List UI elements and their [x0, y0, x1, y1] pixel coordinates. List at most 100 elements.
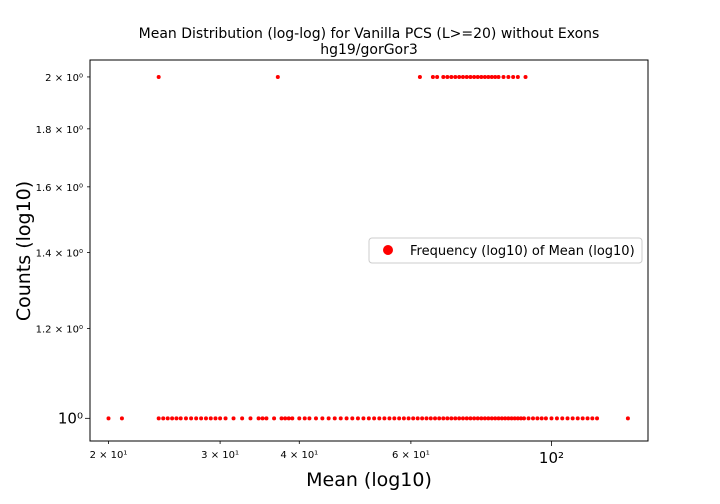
plot-frame [89, 59, 649, 442]
data-point [256, 416, 261, 421]
data-point [279, 416, 284, 421]
data-point [457, 416, 462, 421]
y-tick-label: 2 × 10⁰ [45, 73, 83, 84]
data-point [430, 74, 435, 79]
data-point [199, 416, 204, 421]
data-point [218, 416, 223, 421]
data-point [240, 416, 245, 421]
data-point [486, 416, 491, 421]
data-point [161, 416, 166, 421]
data-point [332, 416, 337, 421]
data-point [435, 74, 440, 79]
data-point [575, 416, 580, 421]
data-point [523, 74, 528, 79]
data-point [565, 416, 570, 421]
y-tick-label: 1.4 × 10⁰ [36, 249, 83, 260]
data-point [453, 416, 458, 421]
data-point [213, 416, 218, 421]
data-point [361, 416, 366, 421]
data-point [174, 416, 179, 421]
data-point [506, 74, 511, 79]
x-tick-label: 6 × 10¹ [392, 450, 430, 461]
data-point [156, 416, 161, 421]
data-point [449, 74, 454, 79]
data-point [387, 416, 392, 421]
data-point [326, 416, 331, 421]
data-point [499, 416, 504, 421]
data-point [203, 416, 208, 421]
data-point [570, 416, 575, 421]
data-point [460, 74, 465, 79]
data-point [554, 416, 559, 421]
data-point [472, 74, 477, 79]
data-point [428, 416, 433, 421]
data-point [590, 416, 595, 421]
data-point [165, 416, 170, 421]
data-point [522, 416, 527, 421]
data-point [506, 416, 511, 421]
data-point [445, 74, 450, 79]
data-point [350, 416, 355, 421]
data-point [482, 74, 487, 79]
data-point [475, 416, 480, 421]
x-axis-label: Mean (log10) [306, 469, 432, 491]
data-point [377, 416, 382, 421]
data-point [283, 416, 288, 421]
data-point [433, 416, 438, 421]
data-point [511, 74, 516, 79]
y-tick-label: 1.8 × 10⁰ [36, 125, 83, 136]
data-point [392, 416, 397, 421]
data-point [625, 416, 630, 421]
data-point [518, 416, 523, 421]
data-point [286, 416, 291, 421]
chart-title: Mean Distribution (log-log) for Vanilla … [139, 26, 600, 42]
data-point [183, 416, 188, 421]
y-axis: 10⁰ 1.2 × 10⁰ 1.4 × 10⁰ 1.6 × 10⁰ 1.8 × 10⁰ 2… [36, 73, 90, 427]
data-point [106, 416, 111, 421]
data-point [585, 416, 590, 421]
data-point [468, 74, 473, 79]
data-point [464, 416, 469, 421]
data-point [382, 416, 387, 421]
data-point [515, 74, 520, 79]
data-point [223, 416, 228, 421]
data-point [437, 416, 442, 421]
data-point [486, 74, 491, 79]
data-point [441, 74, 446, 79]
data-point [489, 416, 494, 421]
data-point [313, 416, 318, 421]
y-tick-label: 10⁰ [58, 409, 83, 427]
data-point [549, 416, 554, 421]
data-point [231, 416, 236, 421]
data-point [189, 416, 194, 421]
data-point [509, 416, 514, 421]
data-point [512, 416, 517, 421]
y-axis-label: Counts (log10) [13, 181, 35, 321]
data-point [472, 416, 477, 421]
data-point [468, 416, 473, 421]
data-point [415, 416, 420, 421]
data-point [290, 416, 295, 421]
data-point [482, 416, 487, 421]
data-point [543, 416, 548, 421]
x-tick-label: 3 × 10¹ [201, 450, 239, 461]
data-point [401, 416, 406, 421]
plot-area [106, 74, 630, 421]
x-tick-label: 2 × 10¹ [90, 450, 128, 461]
data-point [119, 416, 124, 421]
data-point [194, 416, 199, 421]
data-point [526, 416, 531, 421]
data-point [366, 416, 371, 421]
data-point [530, 416, 535, 421]
data-point [320, 416, 325, 421]
y-tick-label: 1.6 × 10⁰ [36, 183, 83, 194]
data-point [411, 416, 416, 421]
data-point [457, 74, 462, 79]
y-tick-label: 1.2 × 10⁰ [36, 325, 83, 336]
chart-subtitle: hg19/gorGor3 [320, 42, 418, 58]
data-point [307, 416, 312, 421]
data-point [302, 416, 307, 421]
data-point [493, 416, 498, 421]
data-point [338, 416, 343, 421]
data-point [297, 416, 302, 421]
